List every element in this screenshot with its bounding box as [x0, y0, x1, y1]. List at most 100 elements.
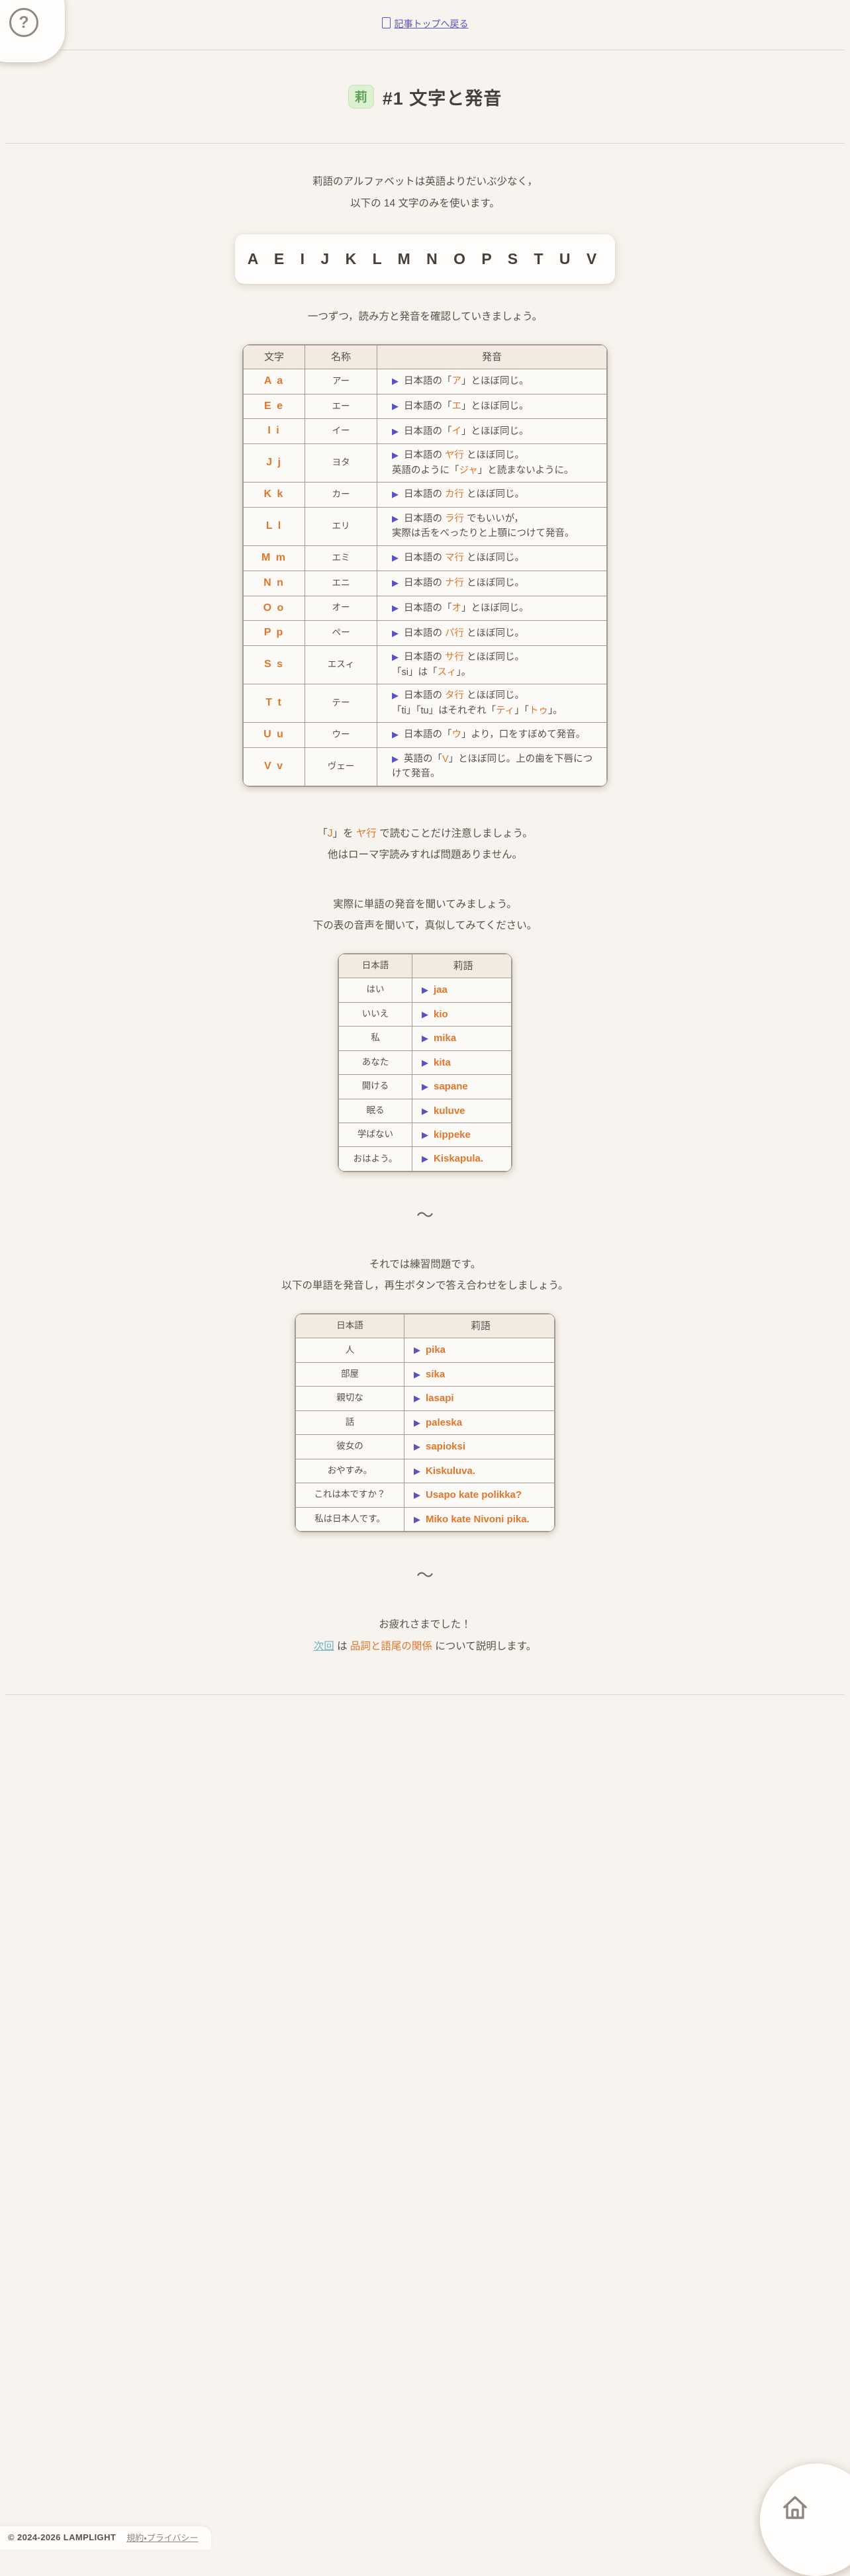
plain-text: は	[334, 1640, 350, 1652]
play-audio-button[interactable]: ▶	[392, 729, 399, 740]
pronunciation-cell: ▶ 日本語の マ行 とほぼ同じ。	[377, 545, 607, 571]
col-header-pronunciation: 発音	[377, 344, 607, 369]
intro-line2: 以下の 14 文字のみを使います。	[350, 197, 500, 209]
letter-name-cell: カー	[305, 482, 377, 508]
pronunciation-line: 英語のように「ジャ」と読まないように。	[392, 463, 600, 478]
intro-line1: 莉語のアルファベットは英語よりだいぶ少なく，	[312, 176, 538, 187]
play-audio-button[interactable]: ▶	[392, 627, 399, 638]
letter-cell: P p	[243, 620, 305, 647]
pronunciation-cell: ▶ 日本語の「ア」とほぼ同じ。	[377, 368, 607, 394]
alphabet-row: K k カー ▶ 日本語の カ行 とほぼ同じ。	[243, 482, 607, 508]
play-audio-button[interactable]: ▶	[422, 1081, 428, 1092]
play-audio-button[interactable]: ▶	[414, 1417, 420, 1428]
accent-text: タ行	[445, 690, 465, 702]
plain-text: とほぼ同じ。	[464, 450, 525, 461]
play-audio-button[interactable]: ▶	[392, 489, 399, 500]
word-table-header-row: 日本語 莉語	[295, 1314, 555, 1339]
plain-text: 」「	[514, 705, 529, 716]
letter-cell: J j	[243, 443, 305, 483]
word-row: 話 ▶ paleska	[295, 1410, 555, 1436]
letter-name-cell: エリ	[305, 507, 377, 546]
play-audio-button[interactable]: ▶	[392, 376, 399, 387]
play-audio-button[interactable]: ▶	[392, 602, 399, 613]
accent-text: 品詞と語尾の関係	[350, 1640, 432, 1652]
play-audio-button[interactable]: ▶	[414, 1393, 420, 1404]
ri-word-cell: ▶ kippeke	[412, 1122, 512, 1148]
letter-cell: T t	[243, 684, 305, 723]
question-mark-icon: ?	[9, 8, 38, 37]
plain-text: について説明します。	[432, 1640, 537, 1652]
word-table-1: 日本語 莉語 はい ▶ jaa いいえ ▶ kio 私 ▶ mika あなた ▶ kita 開ける ▶ sa…	[338, 952, 512, 1172]
exercise-paragraph: それでは練習問題です。 以下の単語を発音し，再生ボタンで答え合わせをしましょう。	[0, 1254, 850, 1297]
listen-line2: 下の表の音声を聞いて，真似してみてください。	[312, 920, 538, 932]
word-row: 私は日本人です。 ▶ Miko kate Nivoni pika.	[295, 1506, 555, 1532]
play-audio-button[interactable]: ▶	[422, 1130, 428, 1140]
j-warning-line1: 「J」を ヤ行 で読むことだけ注意しましょう。	[317, 828, 532, 839]
plain-text: 「	[317, 827, 328, 839]
play-audio-button[interactable]: ▶	[422, 1154, 428, 1164]
back-to-articles-link[interactable]: 記事トップへ戻る	[381, 17, 469, 29]
accent-text: ア	[451, 376, 462, 387]
play-audio-button[interactable]: ▶	[392, 400, 399, 411]
pronunciation-cell: ▶ 日本語の ヤ行 とほぼ同じ。 英語のように「ジャ」と読まないように。	[377, 443, 607, 483]
play-audio-button[interactable]: ▶	[422, 1033, 428, 1044]
divider-line	[5, 143, 845, 144]
listen-paragraph: 実際に単語の発音を聞いてみましょう。 下の表の音声を聞いて，真似してみてください…	[0, 894, 850, 937]
pronunciation-cell: ▶ 日本語の「オ」とほぼ同じ。	[377, 595, 607, 621]
pronunciation-cell: ▶ 日本語の ラ行 でもいいが， 実際は舌をべったりと上顎につけて発音。	[377, 507, 607, 546]
pronunciation-line: ▶ 日本語の「エ」とほぼ同じ。	[392, 399, 600, 414]
home-button[interactable]	[760, 2463, 850, 2576]
play-audio-button[interactable]: ▶	[422, 1057, 428, 1068]
ri-word: Usapo kate polikka?	[426, 1489, 522, 1501]
outro-line1: お疲れさまでした！	[379, 1619, 471, 1631]
word-table-header-row: 日本語 莉語	[338, 953, 512, 979]
plain-text: 」より，口をすぼめて発音。	[461, 729, 586, 741]
letter-cell: S s	[243, 645, 305, 685]
plain-text: 日本語の	[404, 514, 446, 525]
play-audio-button[interactable]: ▶	[392, 690, 399, 701]
ri-word-cell: ▶ kio	[412, 1001, 512, 1027]
alphabet-row: T t テー ▶ 日本語の タ行 とほぼ同じ。 「ti」「tu」はそれぞれ「ティ」「トゥ…	[243, 684, 607, 723]
play-audio-button[interactable]: ▶	[392, 753, 399, 764]
pronunciation-line: ▶ 日本語の「オ」とほぼ同じ。	[392, 601, 600, 616]
play-audio-button[interactable]: ▶	[414, 1345, 420, 1356]
plain-text: とほぼ同じ。	[464, 627, 525, 639]
next-lesson-link[interactable]: 次回	[313, 1640, 334, 1652]
play-audio-button[interactable]: ▶	[392, 577, 399, 588]
play-audio-button[interactable]: ▶	[392, 652, 399, 663]
pronunciation-cell: ▶ 日本語の タ行 とほぼ同じ。 「ti」「tu」はそれぞれ「ティ」「トゥ」。	[377, 684, 607, 723]
ri-word: Miko kate Nivoni pika.	[426, 1513, 530, 1525]
accent-text: イ	[451, 426, 462, 437]
play-audio-button[interactable]: ▶	[392, 426, 399, 436]
play-audio-button[interactable]: ▶	[414, 1369, 420, 1379]
japanese-word-cell: 開ける	[338, 1074, 412, 1099]
ri-word: jaa	[434, 984, 448, 996]
play-audio-button[interactable]: ▶	[414, 1442, 420, 1452]
back-link-label: 記事トップへ戻る	[394, 19, 469, 29]
plain-text: 「ti」「tu」はそれぞれ「	[392, 705, 496, 716]
ri-word-cell: ▶ mika	[412, 1026, 512, 1051]
play-audio-button[interactable]: ▶	[422, 985, 428, 995]
exercise-line2: 以下の単語を発音し，再生ボタンで答え合わせをしましょう。	[281, 1280, 569, 1292]
help-button[interactable]: ?	[0, 0, 65, 62]
pronunciation-line: 実際は舌をべったりと上顎につけて発音。	[392, 526, 600, 541]
letter-name-cell: エニ	[305, 570, 377, 596]
play-audio-button[interactable]: ▶	[422, 1105, 428, 1116]
play-audio-button[interactable]: ▶	[392, 553, 399, 563]
document-icon	[381, 17, 391, 28]
terms-privacy-link[interactable]: 規約・プライバシー	[126, 2533, 199, 2543]
play-audio-button[interactable]: ▶	[414, 1514, 420, 1524]
alphabet-row: O o オー ▶ 日本語の「オ」とほぼ同じ。	[243, 595, 607, 621]
play-audio-button[interactable]: ▶	[414, 1490, 420, 1500]
listen-line1: 実際に単語の発音を聞いてみましょう。	[333, 898, 517, 910]
pronunciation-cell: ▶ 日本語の「ウ」より，口をすぼめて発音。	[377, 722, 607, 748]
letter-cell: A a	[243, 368, 305, 394]
top-bar: 記事トップへ戻る	[0, 0, 850, 50]
play-audio-button[interactable]: ▶	[392, 450, 399, 461]
play-audio-button[interactable]: ▶	[414, 1465, 420, 1476]
play-audio-button[interactable]: ▶	[422, 1009, 428, 1019]
plain-text: 日本語の「	[404, 376, 452, 387]
play-audio-button[interactable]: ▶	[392, 514, 399, 524]
letter-name-cell: エミ	[305, 545, 377, 571]
ri-word: Kiskapula.	[434, 1153, 484, 1165]
